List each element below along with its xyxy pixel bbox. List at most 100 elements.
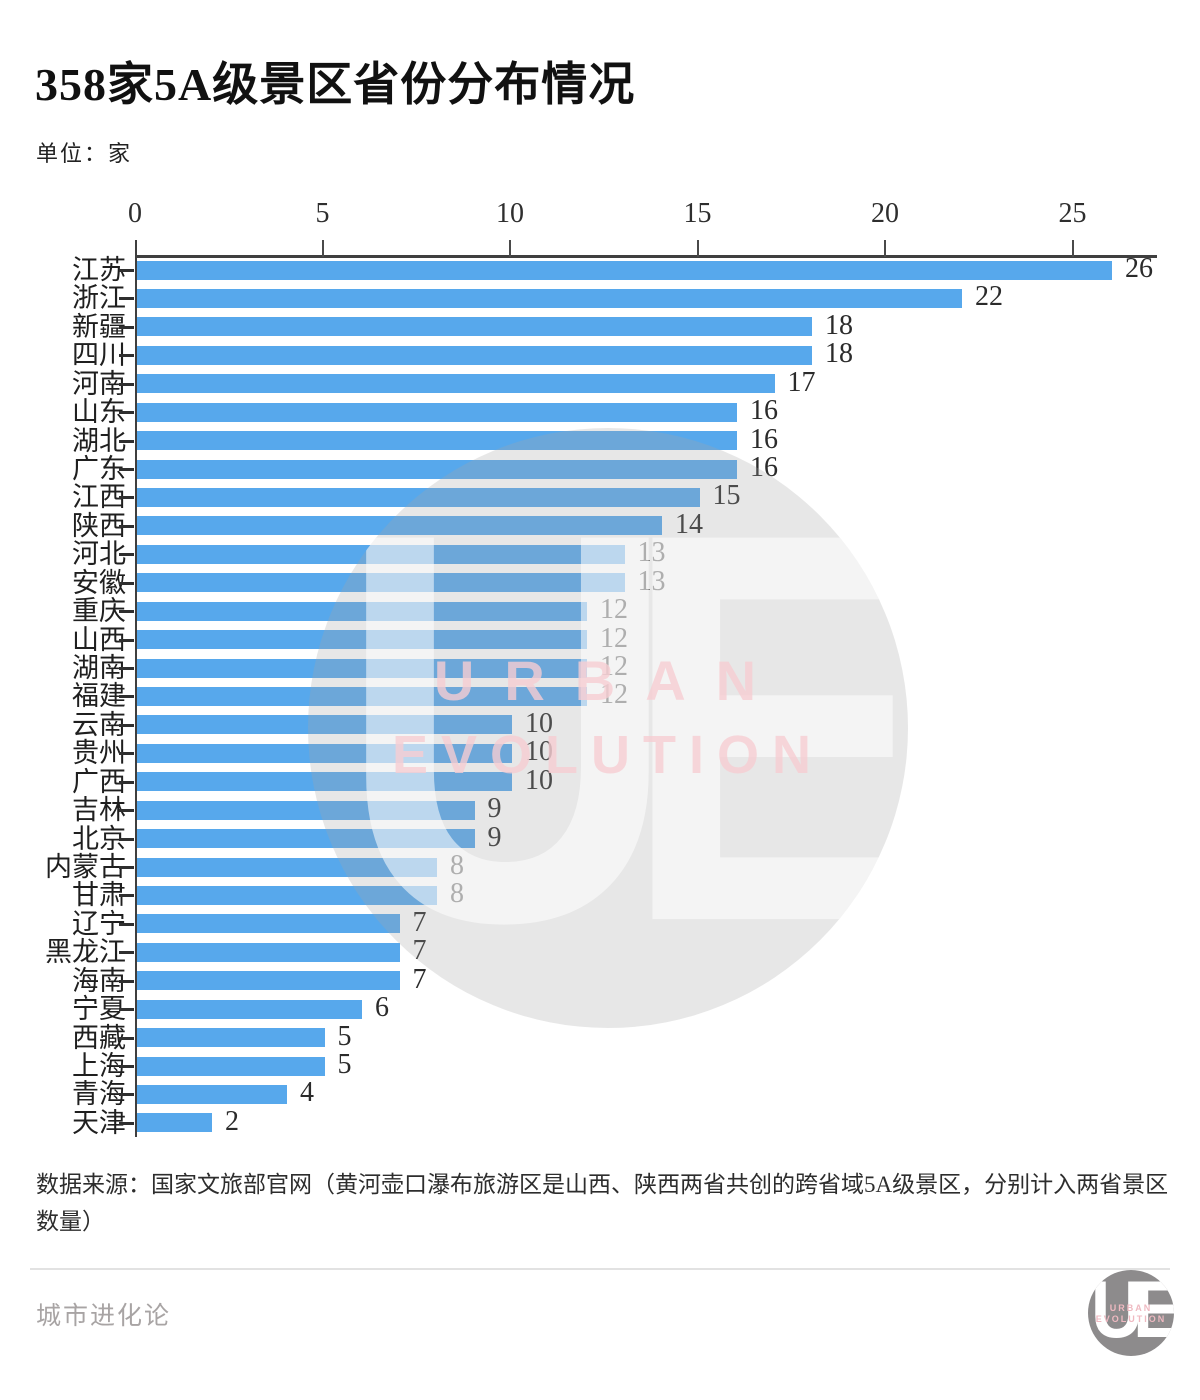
bar-value-label: 8: [450, 850, 464, 882]
source-note: 数据来源：国家文旅部官网（黄河壶口瀑布旅游区是山西、陕西两省共创的跨省域5A级景…: [36, 1172, 1169, 1234]
unit-label: 单位：家: [36, 141, 133, 166]
bar: [137, 1056, 325, 1076]
category-label: 重庆: [72, 596, 126, 627]
category-label: 江西: [72, 482, 126, 513]
category-tick: [119, 638, 134, 642]
footer-divider: [30, 1268, 1170, 1270]
category-tick: [119, 1036, 134, 1040]
axis-tick-label: 15: [683, 198, 712, 229]
bar: [137, 544, 625, 564]
y-axis-line: [135, 240, 137, 1137]
bar-value-label: 16: [750, 452, 778, 483]
bar-value-label: 9: [487, 821, 502, 853]
axis-tick: [696, 240, 699, 257]
category-label: 青海: [72, 1079, 126, 1110]
bar: [137, 317, 812, 337]
category-tick: [119, 297, 134, 301]
bar-value-label: 7: [412, 906, 427, 938]
category-label: 辽宁: [72, 908, 126, 939]
bar-value-label: 5: [337, 1049, 352, 1081]
bar-value-label: 15: [712, 480, 741, 512]
bar-value-label: 18: [825, 309, 853, 341]
bar-value-label: 13: [637, 565, 666, 597]
bar-value-label: 5: [337, 1020, 352, 1052]
bar: [137, 573, 625, 593]
category-tick: [119, 1008, 134, 1012]
bar: [137, 345, 812, 365]
axis-tick: [1071, 240, 1074, 257]
category-label: 浙江: [72, 283, 126, 314]
category-tick: [119, 979, 134, 983]
category-tick: [119, 496, 134, 500]
bar: [137, 516, 662, 536]
watermark-urban-text: URBAN: [433, 649, 787, 712]
bar-value-label: 10: [525, 764, 553, 796]
category-label: 四川: [72, 340, 126, 371]
axis-tick-label: 0: [128, 198, 142, 229]
bar: [137, 914, 400, 934]
bar-value-label: 12: [600, 651, 628, 683]
category-label: 陕西: [72, 510, 126, 541]
category-tick: [119, 354, 134, 358]
category-label: 安徽: [72, 567, 126, 598]
bar-value-label: 17: [787, 366, 816, 398]
category-label: 河南: [72, 368, 126, 399]
watermark-circle: UE: [308, 428, 908, 1028]
category-tick: [119, 553, 134, 557]
category-tick: [119, 325, 134, 329]
category-label: 北京: [72, 823, 126, 854]
bar: [137, 658, 587, 678]
bar: [137, 601, 587, 621]
category-label: 湖北: [72, 425, 126, 456]
category-tick: [119, 382, 134, 386]
bar-value-label: 10: [525, 736, 553, 768]
category-tick: [119, 922, 134, 926]
category-label: 新疆: [72, 311, 126, 342]
axis-tick-label: 5: [315, 198, 330, 229]
category-tick: [119, 780, 134, 784]
category-tick: [119, 411, 134, 415]
bar: [137, 942, 400, 962]
category-label: 天津: [72, 1107, 126, 1138]
category-tick: [119, 894, 134, 898]
bar: [137, 686, 587, 706]
category-tick: [119, 269, 134, 272]
category-tick: [119, 468, 134, 471]
bar-value-label: 12: [600, 679, 628, 711]
category-tick: [119, 752, 134, 756]
category-label: 甘肃: [72, 880, 126, 911]
category-label: 吉林: [72, 795, 126, 826]
category-label: 山西: [72, 624, 126, 655]
bar: [137, 800, 475, 820]
bar-value-label: 2: [225, 1105, 239, 1137]
axis-tick-label: 25: [1058, 198, 1087, 229]
category-tick: [119, 667, 134, 671]
bar-value-label: 26: [1125, 253, 1153, 284]
watermark-ue-monogram: UE: [337, 428, 908, 1028]
bar-value-label: 18: [825, 338, 853, 370]
ue-logo-caption-line2: EVOLUTION: [1095, 1314, 1167, 1324]
category-label: 云南: [72, 709, 126, 740]
bar-chart: 0 5 10 15 20 25 江苏 26 浙江 22 新疆 18 四川 18 河南 17 山东 16 湖北 16 广…: [45, 198, 1157, 1138]
bar: [137, 487, 700, 507]
bar-value-label: 13: [637, 537, 666, 569]
bar: [137, 1028, 325, 1048]
bar: [137, 260, 1112, 280]
bar: [137, 630, 587, 650]
category-label: 河北: [72, 539, 126, 570]
bar: [137, 1084, 287, 1104]
category-label: 西藏: [72, 1022, 126, 1053]
axis-tick-label: 20: [871, 198, 899, 229]
axis-tick-label: 10: [496, 198, 524, 229]
category-label: 江苏: [72, 255, 126, 285]
category-tick: [119, 723, 134, 727]
bar: [137, 402, 737, 422]
bar-value-label: 10: [525, 707, 553, 739]
category-tick: [119, 581, 134, 585]
ue-logo: UE URBAN EVOLUTION: [1088, 1270, 1174, 1356]
bar: [137, 971, 400, 991]
category-label: 福建: [72, 681, 126, 712]
bar: [137, 431, 737, 451]
bar: [137, 459, 737, 479]
bar: [137, 743, 512, 763]
